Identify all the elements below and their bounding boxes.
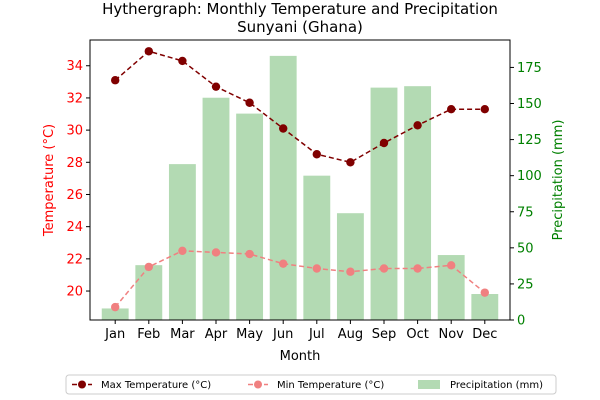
y-right-tick-label: 25 [517, 277, 534, 292]
max-temp-point-apr [211, 82, 221, 91]
x-tick-label: Jun [272, 327, 293, 342]
y-right-tick-label: 125 [517, 133, 542, 148]
y-left-tick-label: 28 [66, 156, 83, 171]
y-axis-left: 20 22 24 26 28 30 32 34 [66, 59, 90, 300]
y-right-tick-label: 75 [517, 205, 534, 220]
precip-bar-sep [370, 87, 398, 320]
max-temp-series [111, 47, 489, 167]
precip-bar-jun [269, 55, 297, 321]
max-temp-line [114, 50, 485, 164]
y-left-tick-label: 32 [66, 91, 83, 106]
x-tick-label: Sep [372, 327, 397, 342]
y-left-tick-label: 34 [66, 59, 83, 74]
legend-precip-swatch [418, 380, 440, 389]
x-tick-label: Dec [472, 327, 497, 342]
legend-max-marker [78, 380, 86, 389]
y-left-tick-label: 24 [66, 220, 83, 235]
min-temp-point-sep [379, 264, 389, 273]
y-left-tick-label: 26 [66, 188, 83, 203]
x-tick-label: May [236, 327, 263, 342]
y-axis-right-label: Precipitation (mm) [551, 120, 566, 241]
precip-bar-aug [336, 213, 364, 320]
legend-min-marker [254, 380, 262, 389]
y-right-tick-label: 100 [517, 169, 542, 184]
min-temp-point-jun [279, 259, 288, 268]
max-temp-point-dec [480, 104, 489, 114]
max-temp-point-feb [144, 47, 153, 56]
max-temp-point-may [245, 98, 254, 107]
precip-bar-jan [101, 308, 129, 320]
min-temp-point-nov [447, 261, 456, 270]
x-tick-label: Oct [406, 327, 428, 342]
min-temp-point-aug [346, 267, 355, 276]
precip-bar-dec [471, 294, 499, 320]
precip-bar-apr [202, 97, 230, 320]
precip-bar-mar [168, 164, 196, 320]
min-temp-point-jan [111, 302, 120, 312]
min-temp-point-apr [211, 248, 221, 257]
max-temp-point-oct [413, 121, 422, 130]
x-tick-label: Jan [104, 327, 125, 342]
x-tick-label: Jul [308, 327, 325, 342]
precip-bar-feb [135, 265, 163, 320]
bars-group [101, 55, 499, 321]
y-right-tick-label: 175 [517, 61, 542, 76]
x-tick-label: Aug [338, 327, 363, 342]
legend-min-label: Min Temperature (°C) [277, 380, 384, 391]
y-right-tick-label: 150 [517, 97, 542, 112]
chart-title: Hythergraph: Monthly Temperature and Pre… [102, 0, 498, 18]
x-axis: Jan Feb Mar Apr May Jun Jul Aug Sep Oct Nov Dec [104, 320, 497, 342]
max-temp-point-mar [178, 56, 187, 66]
x-axis-label: Month [280, 349, 321, 364]
y-left-tick-label: 30 [66, 124, 83, 139]
min-temp-point-dec [480, 288, 489, 297]
max-temp-point-sep [379, 138, 389, 148]
min-temp-point-jul [312, 264, 321, 273]
x-tick-label: Mar [170, 327, 195, 342]
legend-max-label: Max Temperature (°C) [101, 380, 211, 391]
y-axis-left-label: Temperature (°C) [42, 124, 57, 237]
y-right-tick-label: 0 [517, 314, 525, 329]
max-temp-point-nov [447, 104, 456, 114]
y-right-tick-label: 50 [517, 241, 534, 256]
legend: Max Temperature (°C) Min Temperature (°C… [65, 374, 557, 395]
y-left-tick-label: 22 [66, 252, 83, 267]
max-temp-point-jan [111, 76, 120, 85]
max-temp-point-jun [279, 124, 288, 133]
precip-bar-jul [303, 175, 331, 320]
max-temp-point-jul [312, 150, 321, 159]
x-tick-label: Feb [137, 327, 160, 342]
min-temp-series [111, 246, 489, 312]
min-temp-line [114, 250, 486, 308]
chart-subtitle: Sunyani (Ghana) [237, 18, 363, 36]
x-tick-label: Apr [205, 327, 228, 342]
min-temp-point-oct [413, 264, 422, 273]
y-left-tick-label: 20 [66, 285, 83, 300]
min-temp-point-feb [144, 262, 153, 272]
legend-frame [65, 374, 557, 395]
precip-bar-may [236, 113, 264, 320]
min-temp-point-may [245, 249, 254, 259]
max-temp-point-aug [346, 158, 355, 167]
y-axis-right: 0 25 50 75 100 125 150 175 [510, 61, 542, 329]
x-tick-label: Nov [439, 327, 465, 342]
plot-frame [89, 39, 511, 321]
legend-precip-label: Precipitation (mm) [450, 380, 543, 391]
min-temp-point-mar [178, 246, 187, 256]
